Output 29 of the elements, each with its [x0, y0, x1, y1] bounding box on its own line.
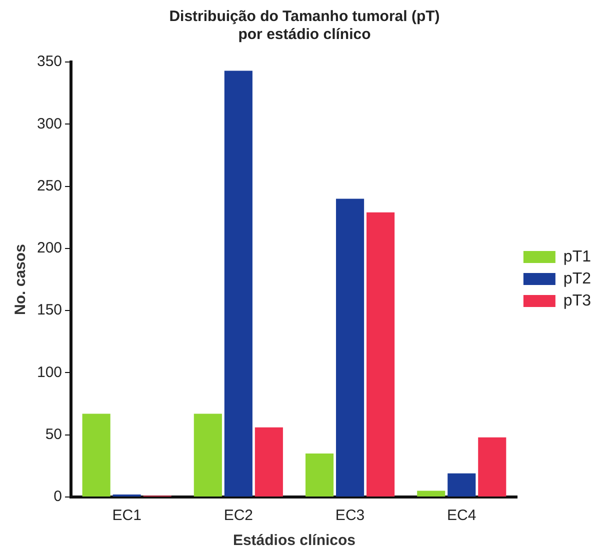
legend-label: pT2 — [563, 270, 592, 288]
x-tick-label: EC1 — [112, 507, 142, 524]
bar — [194, 414, 222, 496]
bar — [366, 212, 395, 496]
y-tick-label: 150 — [36, 302, 62, 319]
bar — [448, 473, 476, 496]
text: por estádio clínico — [238, 26, 371, 44]
bar — [305, 454, 334, 496]
legend-label: pT3 — [563, 292, 592, 310]
y-tick-label: 350 — [36, 53, 62, 70]
y-tick-label: 300 — [36, 115, 62, 132]
bar — [417, 490, 446, 496]
y-tick-label: 0 — [54, 488, 62, 506]
legend-label: pT1 — [563, 248, 592, 266]
x-tick-label: EC3 — [335, 507, 365, 524]
y-tick-label: 250 — [36, 177, 62, 194]
x-tick-label: EC2 — [224, 507, 254, 524]
x-tick-label: EC4 — [447, 507, 476, 524]
bar — [254, 427, 283, 496]
y-tick-label: 50 — [45, 426, 62, 443]
bar — [336, 198, 364, 496]
y-axis-title: No. casos — [12, 244, 30, 315]
bar — [478, 437, 506, 496]
y-tick-label: 100 — [36, 364, 62, 381]
bar — [224, 70, 252, 496]
x-axis-title: Estádios clínicos — [232, 532, 356, 550]
bar — [82, 414, 110, 496]
y-tick-label: 200 — [36, 240, 62, 257]
text: Distribuição do Tamanho tumoral (pT) — [169, 8, 440, 26]
